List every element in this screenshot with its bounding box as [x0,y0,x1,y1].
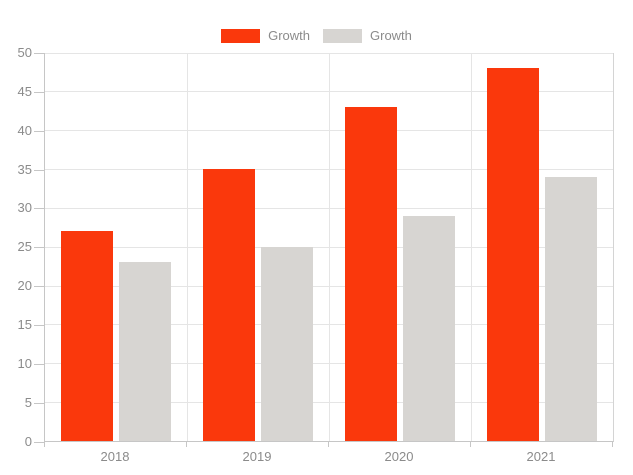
y-axis-label: 0 [24,433,32,449]
legend-item-growth-1[interactable]: Growth [323,29,412,43]
legend-swatch-icon [221,29,261,43]
legend-swatch-icon [323,29,362,43]
y-axis-label: 10 [17,355,32,371]
bar-growth-2018[interactable] [61,231,113,441]
x-axis-label: 2019 [242,449,272,464]
bar-growth-2021[interactable] [487,68,539,441]
bar-growth-2019[interactable] [261,246,313,441]
y-axis-tick [34,324,44,326]
plot-area [44,52,614,442]
y-axis-label: 45 [17,83,32,99]
y-axis-label: 25 [17,239,32,255]
y-axis-tick [34,169,44,171]
legend-item-label: Growth [370,28,412,43]
x-axis-label: 2020 [384,449,414,464]
y-axis-tick [34,402,44,404]
bar-growth-2018[interactable] [119,262,171,441]
chart-legend: Growth Growth [0,28,633,44]
y-axis-tick [34,130,44,132]
y-axis-tick [34,441,44,443]
y-axis-tick [34,53,44,54]
x-axis-tick [44,442,45,447]
legend-item-label: Growth [268,28,310,43]
y-axis-label: 5 [24,394,32,410]
y-axis-tick [34,363,44,365]
x-gridline [470,53,472,441]
bar-growth-2020[interactable] [403,215,455,441]
y-axis-label: 50 [17,45,32,60]
y-axis-label: 20 [17,278,32,294]
bar-growth-2020[interactable] [345,106,397,441]
x-axis-label: 2021 [526,449,556,464]
x-gridline [328,53,330,441]
y-axis-label: 15 [17,316,32,332]
y-axis-label: 40 [17,122,32,138]
y-axis-label: 30 [17,200,32,216]
x-axis-tick [328,442,329,447]
x-axis-tick [470,442,471,447]
bar-growth-2019[interactable] [203,169,255,441]
legend-item-growth-0[interactable]: Growth [221,29,310,43]
y-axis-tick [34,247,44,249]
x-gridline [186,53,188,441]
y-axis-tick [34,286,44,288]
y-axis-tick [34,208,44,210]
y-axis-label: 35 [17,161,32,177]
x-axis-tick [612,442,613,447]
bar-growth-2021[interactable] [545,176,597,441]
x-axis-tick [186,442,187,447]
x-axis-label: 2018 [100,449,130,464]
y-axis-tick [34,91,44,93]
